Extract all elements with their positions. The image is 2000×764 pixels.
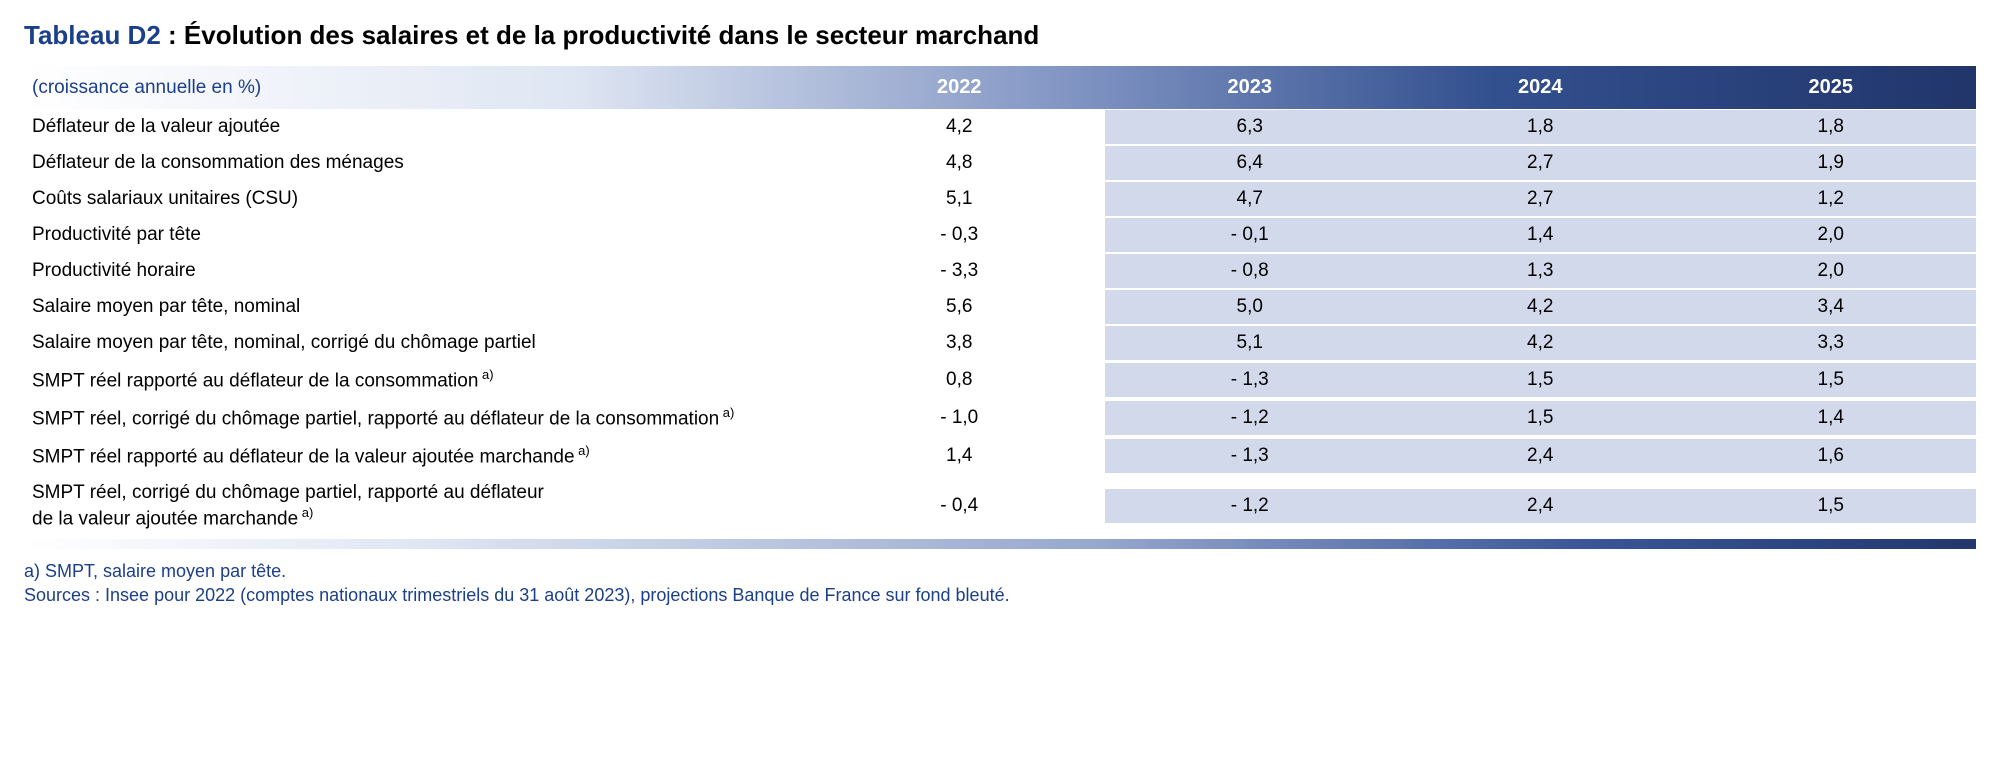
cell: - 0,1 — [1105, 218, 1396, 252]
title-text: Évolution des salaires et de la producti… — [184, 20, 1039, 50]
cell: 5,6 — [814, 290, 1105, 324]
cell: 2,0 — [1686, 218, 1977, 252]
cell: 5,1 — [814, 182, 1105, 216]
row-label: Déflateur de la consommation des ménages — [24, 145, 814, 181]
cell: 2,7 — [1395, 182, 1686, 216]
row-label-sup: a) — [478, 367, 493, 382]
cell: 3,3 — [1686, 326, 1977, 360]
header-unit-label: (croissance annuelle en %) — [24, 77, 814, 99]
cell: 3,4 — [1686, 290, 1977, 324]
cell: 1,5 — [1686, 489, 1977, 523]
footnote-a: a) SMPT, salaire moyen par tête. — [24, 559, 1976, 583]
cell: 6,4 — [1105, 146, 1396, 180]
cell: 1,5 — [1686, 363, 1977, 397]
cell: - 0,8 — [1105, 254, 1396, 288]
table-row: SMPT réel rapporté au déflateur de la co… — [24, 361, 1976, 399]
row-label: SMPT réel, corrigé du chômage partiel, r… — [24, 399, 814, 437]
cell: 4,8 — [814, 146, 1105, 180]
row-label-sup: a) — [575, 443, 590, 458]
cell: 4,7 — [1105, 182, 1396, 216]
cell: 1,4 — [814, 439, 1105, 473]
cell: 2,7 — [1395, 146, 1686, 180]
row-label: Salaire moyen par tête, nominal, corrigé… — [24, 325, 814, 361]
cell: 4,2 — [1395, 326, 1686, 360]
footnote-sources: Sources : Insee pour 2022 (comptes natio… — [24, 583, 1976, 607]
cell: - 3,3 — [814, 254, 1105, 288]
cell: 1,4 — [1395, 218, 1686, 252]
row-label-sup: a) — [298, 505, 313, 520]
table-body: Déflateur de la valeur ajoutée4,26,31,81… — [24, 109, 1976, 537]
header-year-0: 2022 — [814, 76, 1105, 99]
row-label: Salaire moyen par tête, nominal — [24, 289, 814, 325]
cell: 1,8 — [1395, 110, 1686, 144]
cell: 1,3 — [1395, 254, 1686, 288]
table-title: Tableau D2 : Évolution des salaires et d… — [24, 20, 1976, 51]
header-year-2: 2024 — [1395, 76, 1686, 99]
row-label: Productivité par tête — [24, 217, 814, 253]
cell: - 1,3 — [1105, 363, 1396, 397]
row-label: Productivité horaire — [24, 253, 814, 289]
cell: - 1,2 — [1105, 489, 1396, 523]
cell: - 1,3 — [1105, 439, 1396, 473]
cell: 5,0 — [1105, 290, 1396, 324]
cell: - 1,2 — [1105, 401, 1396, 435]
table-header-row: (croissance annuelle en %) 2022 2023 202… — [24, 65, 1976, 109]
table-row: Salaire moyen par tête, nominal, corrigé… — [24, 325, 1976, 361]
table-row: Productivité par tête- 0,3- 0,11,42,0 — [24, 217, 1976, 253]
cell: 1,5 — [1395, 401, 1686, 435]
cell: 2,4 — [1395, 489, 1686, 523]
row-label-sup: a) — [719, 405, 734, 420]
cell: 1,9 — [1686, 146, 1977, 180]
row-label: SMPT réel rapporté au déflateur de la co… — [24, 361, 814, 399]
cell: 6,3 — [1105, 110, 1396, 144]
table-row: Déflateur de la consommation des ménages… — [24, 145, 1976, 181]
cell: - 0,3 — [814, 218, 1105, 252]
table-row: Déflateur de la valeur ajoutée4,26,31,81… — [24, 109, 1976, 145]
footer-gradient-bar — [24, 539, 1976, 549]
cell: 1,8 — [1686, 110, 1977, 144]
table-row: Productivité horaire- 3,3- 0,81,32,0 — [24, 253, 1976, 289]
cell: 0,8 — [814, 363, 1105, 397]
cell: 2,0 — [1686, 254, 1977, 288]
row-label: Coûts salariaux unitaires (CSU) — [24, 181, 814, 217]
row-label: Déflateur de la valeur ajoutée — [24, 109, 814, 145]
cell: 2,4 — [1395, 439, 1686, 473]
table-row: SMPT réel rapporté au déflateur de la va… — [24, 437, 1976, 475]
header-year-3: 2025 — [1686, 76, 1977, 99]
row-label: SMPT réel, corrigé du chômage partiel, r… — [24, 475, 814, 537]
cell: - 0,4 — [814, 489, 1105, 523]
cell: 1,2 — [1686, 182, 1977, 216]
table-row: Coûts salariaux unitaires (CSU)5,14,72,7… — [24, 181, 1976, 217]
header-year-1: 2023 — [1105, 76, 1396, 99]
table-row: SMPT réel, corrigé du chômage partiel, r… — [24, 475, 1976, 537]
cell: 3,8 — [814, 326, 1105, 360]
title-separator: : — [161, 20, 184, 50]
row-label: SMPT réel rapporté au déflateur de la va… — [24, 437, 814, 475]
table-row: Salaire moyen par tête, nominal5,65,04,2… — [24, 289, 1976, 325]
title-prefix: Tableau D2 — [24, 20, 161, 50]
cell: 4,2 — [1395, 290, 1686, 324]
footnotes: a) SMPT, salaire moyen par tête. Sources… — [24, 559, 1976, 608]
cell: 1,5 — [1395, 363, 1686, 397]
cell: 4,2 — [814, 110, 1105, 144]
cell: 1,4 — [1686, 401, 1977, 435]
table-row: SMPT réel, corrigé du chômage partiel, r… — [24, 399, 1976, 437]
cell: - 1,0 — [814, 401, 1105, 435]
cell: 1,6 — [1686, 439, 1977, 473]
cell: 5,1 — [1105, 326, 1396, 360]
